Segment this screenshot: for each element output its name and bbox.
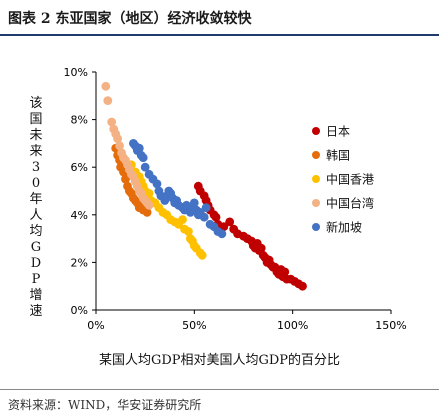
y-tick-label: 6%: [71, 161, 88, 174]
legend-label: 新加坡: [326, 220, 362, 235]
y-tick-label: 10%: [64, 66, 88, 79]
data-point: [138, 153, 148, 163]
data-point: [199, 212, 209, 222]
data-point: [144, 200, 154, 210]
data-point: [256, 243, 266, 253]
data-point: [103, 96, 113, 105]
data-point: [142, 208, 152, 217]
data-point: [144, 189, 154, 198]
data-point: [298, 281, 307, 291]
data-point: [107, 117, 117, 127]
data-point: [140, 162, 150, 172]
data-point: [113, 134, 122, 143]
data-point: [134, 143, 144, 153]
data-point: [201, 203, 211, 213]
figure-title: 图表 2 东亚国家（地区）经济收敛较快: [8, 11, 252, 27]
legend-label: 韩国: [326, 148, 350, 163]
x-tick-label: 100%: [277, 319, 308, 332]
data-point: [219, 222, 229, 232]
y-tick-label: 2%: [71, 256, 88, 269]
legend-label: 中国香港: [326, 172, 374, 187]
data-point: [101, 81, 111, 91]
legend-marker: [312, 175, 320, 183]
y-tick-label: 8%: [71, 114, 88, 127]
source-note: 资料来源：WIND，华安证券研究所: [8, 398, 202, 412]
x-axis-label: 某国人均GDP相对美国人均GDP的百分比: [98, 353, 341, 368]
data-point: [280, 267, 290, 277]
data-point: [152, 179, 162, 189]
x-tick-label: 50%: [182, 319, 206, 332]
scatter-chart: 0% 2% 4% 6% 8% 10% 0% 50% 100% 150% 日本韩国中国香港中国台湾新加…: [64, 66, 407, 332]
legend-marker: [312, 199, 320, 207]
title-divider: [0, 34, 439, 36]
legend-marker: [312, 127, 320, 135]
data-point: [184, 227, 193, 236]
x-tick-label: 150%: [375, 319, 406, 332]
data-point: [178, 215, 187, 225]
legend-label: 中国台湾: [326, 196, 374, 211]
y-tick-label: 0%: [71, 304, 88, 317]
data-point: [197, 250, 207, 260]
y-tick-label: 4%: [71, 209, 88, 222]
data-point: [225, 217, 235, 227]
legend-marker: [312, 151, 320, 159]
legend-label: 日本: [326, 125, 350, 139]
data-point: [211, 212, 221, 222]
data-point: [115, 141, 124, 151]
data-point: [189, 198, 199, 208]
y-axis-label: 该国未来30年人均GDP增速: [29, 96, 43, 319]
data-point: [217, 229, 227, 239]
legend-marker: [312, 223, 320, 231]
source-divider: [0, 389, 439, 390]
x-tick-label: 0%: [87, 319, 104, 332]
